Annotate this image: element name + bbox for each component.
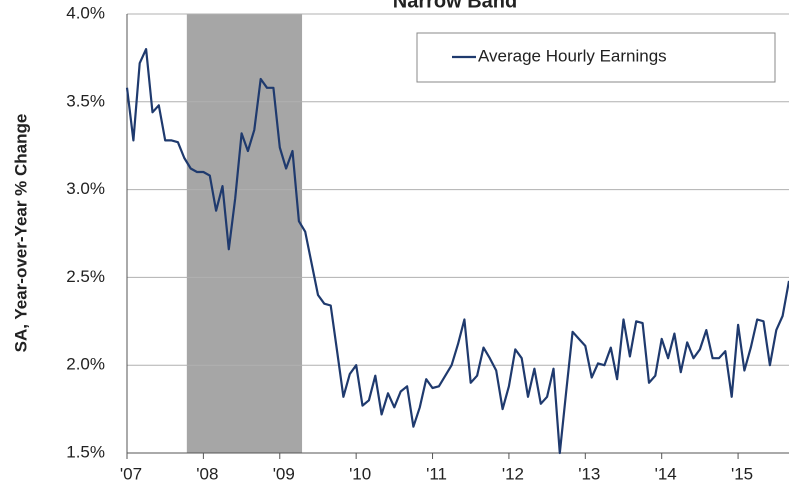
y-tick-label: 1.5% <box>66 442 105 461</box>
y-tick-label: 3.0% <box>66 179 105 198</box>
y-tick-label: 3.5% <box>66 91 105 110</box>
x-tick-label: '12 <box>502 464 524 483</box>
recession-band <box>186 14 303 453</box>
y-tick-label: 2.0% <box>66 355 105 374</box>
x-tick-label: '14 <box>655 464 677 483</box>
x-tick-label: '11 <box>426 464 447 483</box>
legend-box <box>416 32 776 83</box>
x-tick-label: '07 <box>120 464 142 483</box>
x-tick-label: '09 <box>273 464 295 483</box>
legend-label: Average Hourly Earnings <box>478 46 667 65</box>
y-tick-label: 2.5% <box>66 267 105 286</box>
y-axis-label: SA, Year-over-Year % Change <box>11 114 30 353</box>
y-tick-label: 4.0% <box>66 3 105 22</box>
x-tick-label: '15 <box>731 464 753 483</box>
x-tick-label: '13 <box>578 464 600 483</box>
x-tick-label: '10 <box>349 464 371 483</box>
x-tick-label: '08 <box>196 464 218 483</box>
line-series <box>125 48 789 455</box>
chart-title: Narrow Band <box>393 0 517 12</box>
